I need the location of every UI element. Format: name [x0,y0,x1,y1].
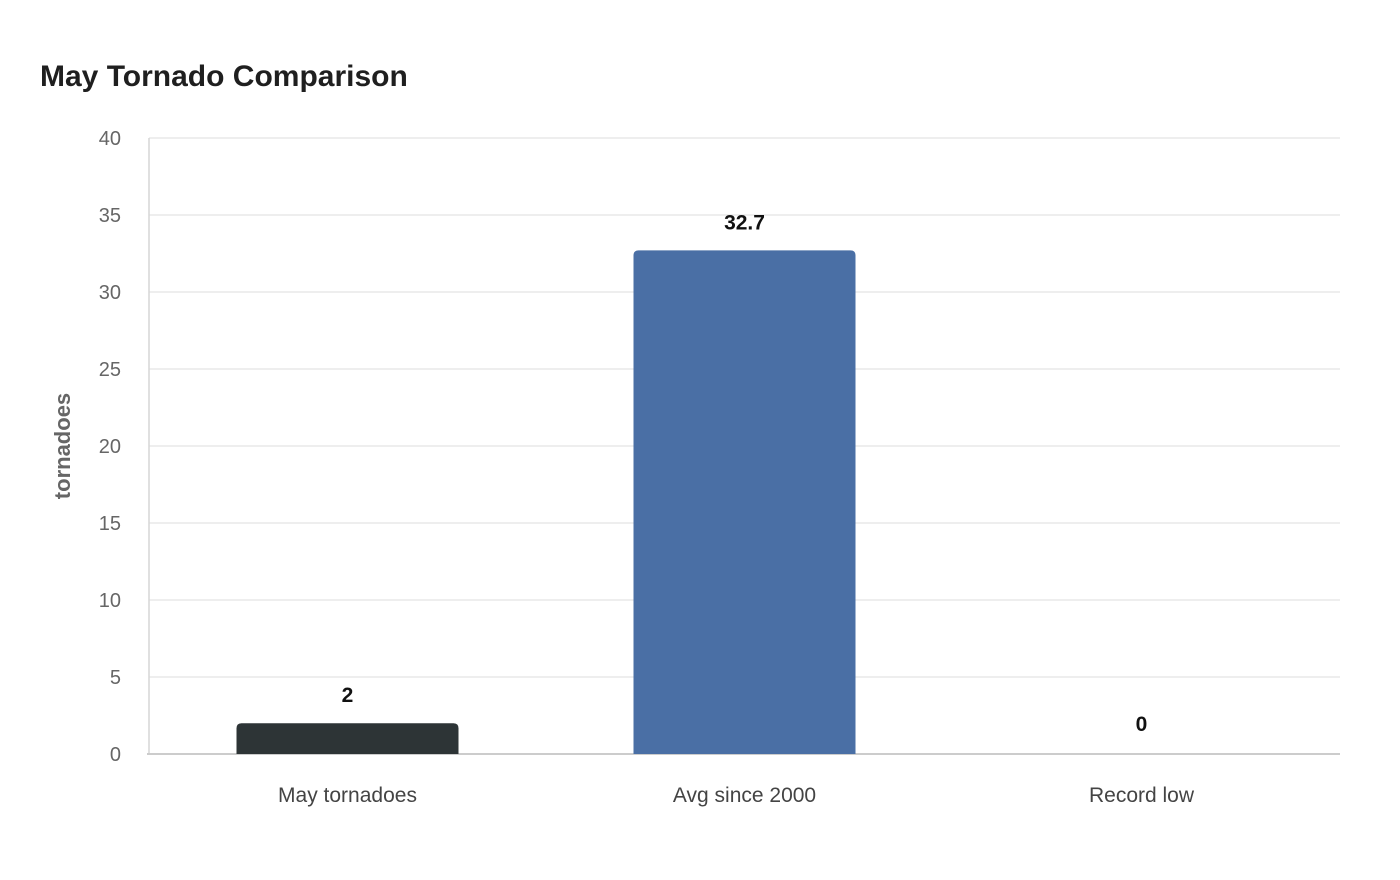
data-label: 32.7 [724,211,765,234]
category-label: Record low [1089,784,1195,807]
data-label: 2 [342,684,354,707]
category-label: May tornadoes [278,784,417,807]
category-labels: May tornadoes Avg since 2000 Record low [278,784,1195,807]
y-tick-label: 20 [99,436,121,458]
data-label: 0 [1136,713,1148,736]
bars [236,250,856,755]
bar-may-tornadoes [236,723,459,754]
bar-avg-since-2000 [633,250,856,755]
y-tick-label: 30 [99,282,121,304]
y-tick-label: 40 [99,128,121,150]
y-tick-label: 10 [99,590,121,612]
y-tick-label: 5 [110,667,121,689]
category-label: Avg since 2000 [673,784,816,807]
y-tick-label: 35 [99,205,121,227]
y-tick-label: 15 [99,513,121,535]
y-tick-label: 25 [99,359,121,381]
y-tick-label: 0 [110,744,121,766]
y-tick-labels: 0 5 10 15 20 25 30 35 40 [99,128,121,766]
data-labels: 232.70 [342,211,1148,736]
y-axis-title: tornadoes [50,393,75,499]
chart-title: May Tornado Comparison [40,60,408,93]
